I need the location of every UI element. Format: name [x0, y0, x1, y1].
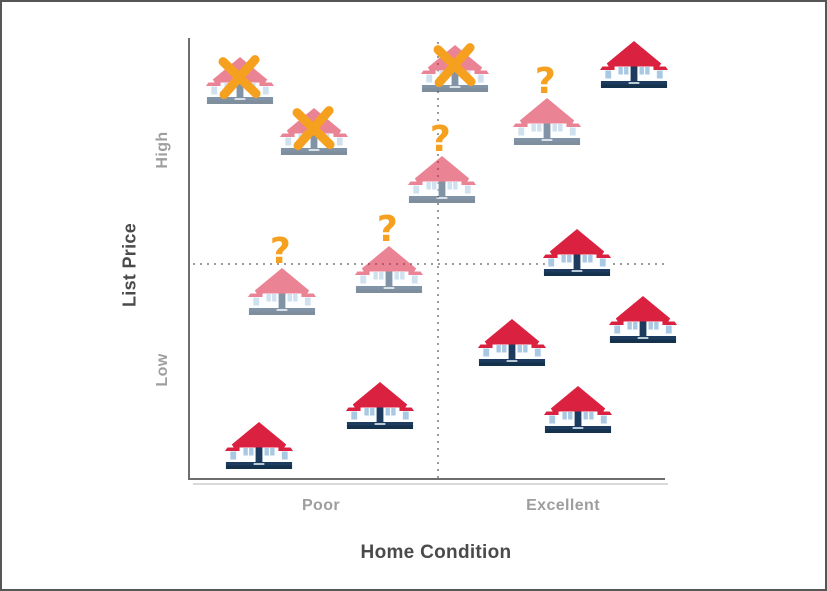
- house-icon: [247, 268, 317, 315]
- x-tick-poor: Poor: [301, 497, 341, 514]
- x-axis-title: Home Condition: [360, 542, 512, 563]
- house-icon: [345, 382, 415, 429]
- house-marker: ?: [247, 234, 317, 315]
- house-icon: [477, 319, 547, 366]
- house-marker: [420, 43, 490, 92]
- house-marker: ?: [354, 212, 424, 293]
- house-marker: [345, 381, 415, 429]
- y-axis-title: List Price: [119, 222, 140, 308]
- house-icon: [608, 296, 678, 343]
- house-icon: [407, 156, 477, 203]
- house-icon: [599, 41, 669, 88]
- house-marker: [599, 40, 669, 88]
- y-tick-high: High: [154, 131, 171, 169]
- house-icon: [543, 386, 613, 433]
- house-icon: [224, 422, 294, 469]
- house-marker: ?: [512, 64, 582, 145]
- y-axis-line: [188, 38, 190, 480]
- x-mark-icon: [218, 55, 261, 100]
- x-axis-shadow-line: [193, 483, 668, 485]
- question-mark-icon: ?: [376, 209, 398, 250]
- x-axis-line: [188, 478, 665, 480]
- question-mark-icon: ?: [534, 61, 556, 102]
- question-mark-icon: ?: [269, 231, 291, 272]
- question-mark-icon: ?: [429, 119, 451, 160]
- house-marker: [279, 106, 349, 155]
- condition-threshold-dotted-line: [437, 42, 439, 478]
- house-marker: ?: [407, 122, 477, 203]
- house-marker: [542, 228, 612, 276]
- x-tick-excellent: Excellent: [526, 497, 600, 514]
- x-mark-icon: [433, 43, 476, 88]
- house-marker: [205, 55, 275, 104]
- house-marker: [608, 295, 678, 343]
- house-marker: [543, 385, 613, 433]
- x-mark-icon: [292, 106, 335, 151]
- house-marker: [224, 421, 294, 469]
- price-threshold-dotted-line: [193, 263, 669, 265]
- house-icon: [512, 98, 582, 145]
- y-tick-low: Low: [154, 353, 171, 387]
- house-marker: [477, 318, 547, 366]
- house-icon: [542, 229, 612, 276]
- house-icon: [354, 246, 424, 293]
